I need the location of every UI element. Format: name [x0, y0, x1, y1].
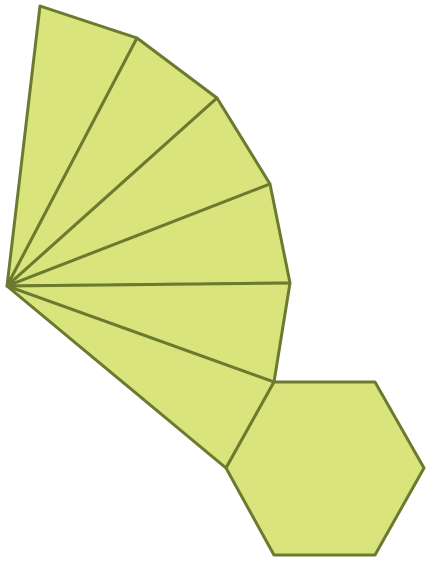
pyramid-net: [5, 4, 426, 557]
hexagon-base: [224, 380, 426, 557]
